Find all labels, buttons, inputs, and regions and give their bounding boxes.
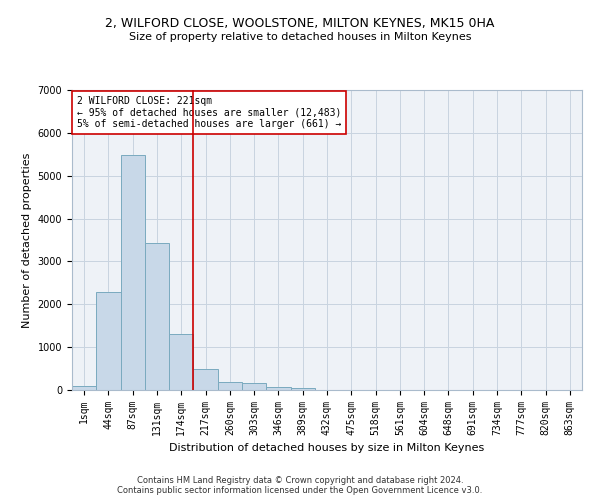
Text: Contains HM Land Registry data © Crown copyright and database right 2024.
Contai: Contains HM Land Registry data © Crown c… [118,476,482,495]
Text: 2, WILFORD CLOSE, WOOLSTONE, MILTON KEYNES, MK15 0HA: 2, WILFORD CLOSE, WOOLSTONE, MILTON KEYN… [106,18,494,30]
Bar [169,334,193,390]
Bar [145,244,169,390]
Bar [242,382,266,390]
Bar [290,388,315,390]
Bar [121,155,145,390]
Bar [72,386,96,390]
Bar [96,292,121,390]
Text: 2 WILFORD CLOSE: 221sqm
← 95% of detached houses are smaller (12,483)
5% of semi: 2 WILFORD CLOSE: 221sqm ← 95% of detache… [77,96,341,129]
Bar [193,370,218,390]
Bar [266,387,290,390]
Text: Size of property relative to detached houses in Milton Keynes: Size of property relative to detached ho… [129,32,471,42]
Y-axis label: Number of detached properties: Number of detached properties [22,152,32,328]
Bar [218,382,242,390]
X-axis label: Distribution of detached houses by size in Milton Keynes: Distribution of detached houses by size … [169,444,485,454]
